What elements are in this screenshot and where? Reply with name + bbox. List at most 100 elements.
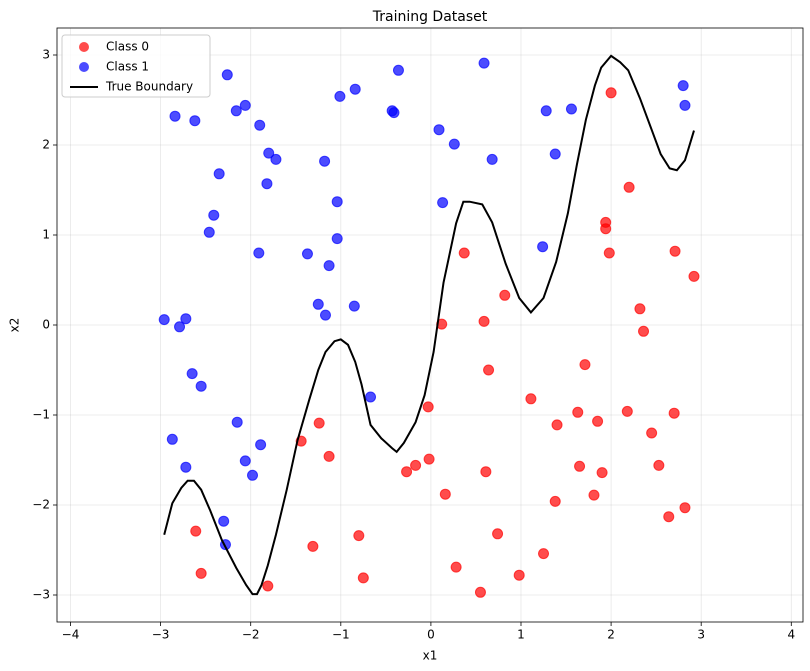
legend-label: True Boundary <box>105 80 193 94</box>
point <box>596 467 608 479</box>
point <box>433 124 445 136</box>
x-tick-label: −2 <box>242 628 260 642</box>
point <box>158 314 170 326</box>
point <box>669 245 681 257</box>
point <box>301 248 313 260</box>
point <box>247 469 259 481</box>
point <box>253 247 265 259</box>
point <box>537 241 549 253</box>
point <box>579 359 591 371</box>
point <box>623 181 635 193</box>
point <box>180 461 192 473</box>
point <box>483 364 495 376</box>
x-tick-label: 3 <box>697 628 705 642</box>
point <box>313 417 325 429</box>
point <box>195 567 207 579</box>
point <box>174 321 186 333</box>
y-tick-label: 1 <box>42 228 50 242</box>
point <box>166 433 178 445</box>
point <box>357 572 369 584</box>
point <box>478 57 490 69</box>
point <box>255 439 267 451</box>
legend: Class 0 Class 1 True Boundary <box>61 34 211 98</box>
point <box>458 247 470 259</box>
point <box>319 155 331 167</box>
point <box>261 178 273 190</box>
point <box>213 168 225 180</box>
point <box>422 401 434 413</box>
legend-label: Class 0 <box>106 40 149 54</box>
point <box>262 580 274 592</box>
point <box>410 459 422 471</box>
point <box>195 380 207 392</box>
legend-marker <box>79 62 89 72</box>
point <box>323 450 335 462</box>
x-tick-label: −3 <box>152 628 170 642</box>
point <box>312 298 324 310</box>
point <box>605 87 617 99</box>
point <box>365 391 377 403</box>
point <box>588 489 600 501</box>
point <box>307 540 319 552</box>
point <box>231 416 243 428</box>
point <box>646 427 658 439</box>
point <box>480 466 492 478</box>
point <box>186 368 198 380</box>
point <box>331 233 343 245</box>
point <box>634 303 646 315</box>
x-tick-label: 1 <box>517 628 525 642</box>
boundary-line <box>163 54 695 596</box>
x-tick-label: 4 <box>787 628 795 642</box>
point <box>551 419 563 431</box>
point <box>203 226 215 238</box>
point <box>525 393 537 405</box>
point <box>189 115 201 127</box>
y-tick-label: 3 <box>42 48 50 62</box>
y-tick-label: −2 <box>32 498 50 512</box>
point <box>401 466 413 478</box>
point <box>540 105 552 117</box>
point <box>218 515 230 527</box>
chart-title: Training Dataset <box>372 9 488 25</box>
point <box>423 453 435 465</box>
point <box>190 525 202 537</box>
point <box>574 460 586 472</box>
point <box>603 247 615 259</box>
point <box>668 407 680 419</box>
x-tick-label: 0 <box>427 628 435 642</box>
point <box>208 209 220 221</box>
point <box>270 153 282 165</box>
point <box>492 528 504 540</box>
point <box>230 105 242 117</box>
point <box>323 260 335 272</box>
point <box>592 415 604 427</box>
plot-frame <box>56 27 804 623</box>
point <box>499 289 511 301</box>
point <box>180 313 192 325</box>
point <box>621 405 633 417</box>
point <box>353 530 365 542</box>
point <box>549 495 561 507</box>
point <box>513 569 525 581</box>
point <box>663 511 675 523</box>
point <box>439 488 451 500</box>
point <box>677 80 689 92</box>
y-tick-label: 2 <box>42 138 50 152</box>
point <box>474 586 486 598</box>
y-axis-label: x2 <box>8 318 22 333</box>
legend-marker <box>79 42 89 52</box>
point <box>486 153 498 165</box>
point <box>565 103 577 115</box>
x-tick-label: 2 <box>607 628 615 642</box>
y-tick-label: 0 <box>42 318 50 332</box>
point <box>437 197 449 209</box>
point <box>549 148 561 160</box>
point <box>448 138 460 150</box>
point <box>600 223 612 235</box>
point <box>679 99 691 111</box>
point <box>254 119 266 131</box>
y-tick-label: −3 <box>32 588 50 602</box>
point <box>572 406 584 418</box>
point <box>334 90 346 102</box>
x-axis-label: x1 <box>423 649 438 663</box>
